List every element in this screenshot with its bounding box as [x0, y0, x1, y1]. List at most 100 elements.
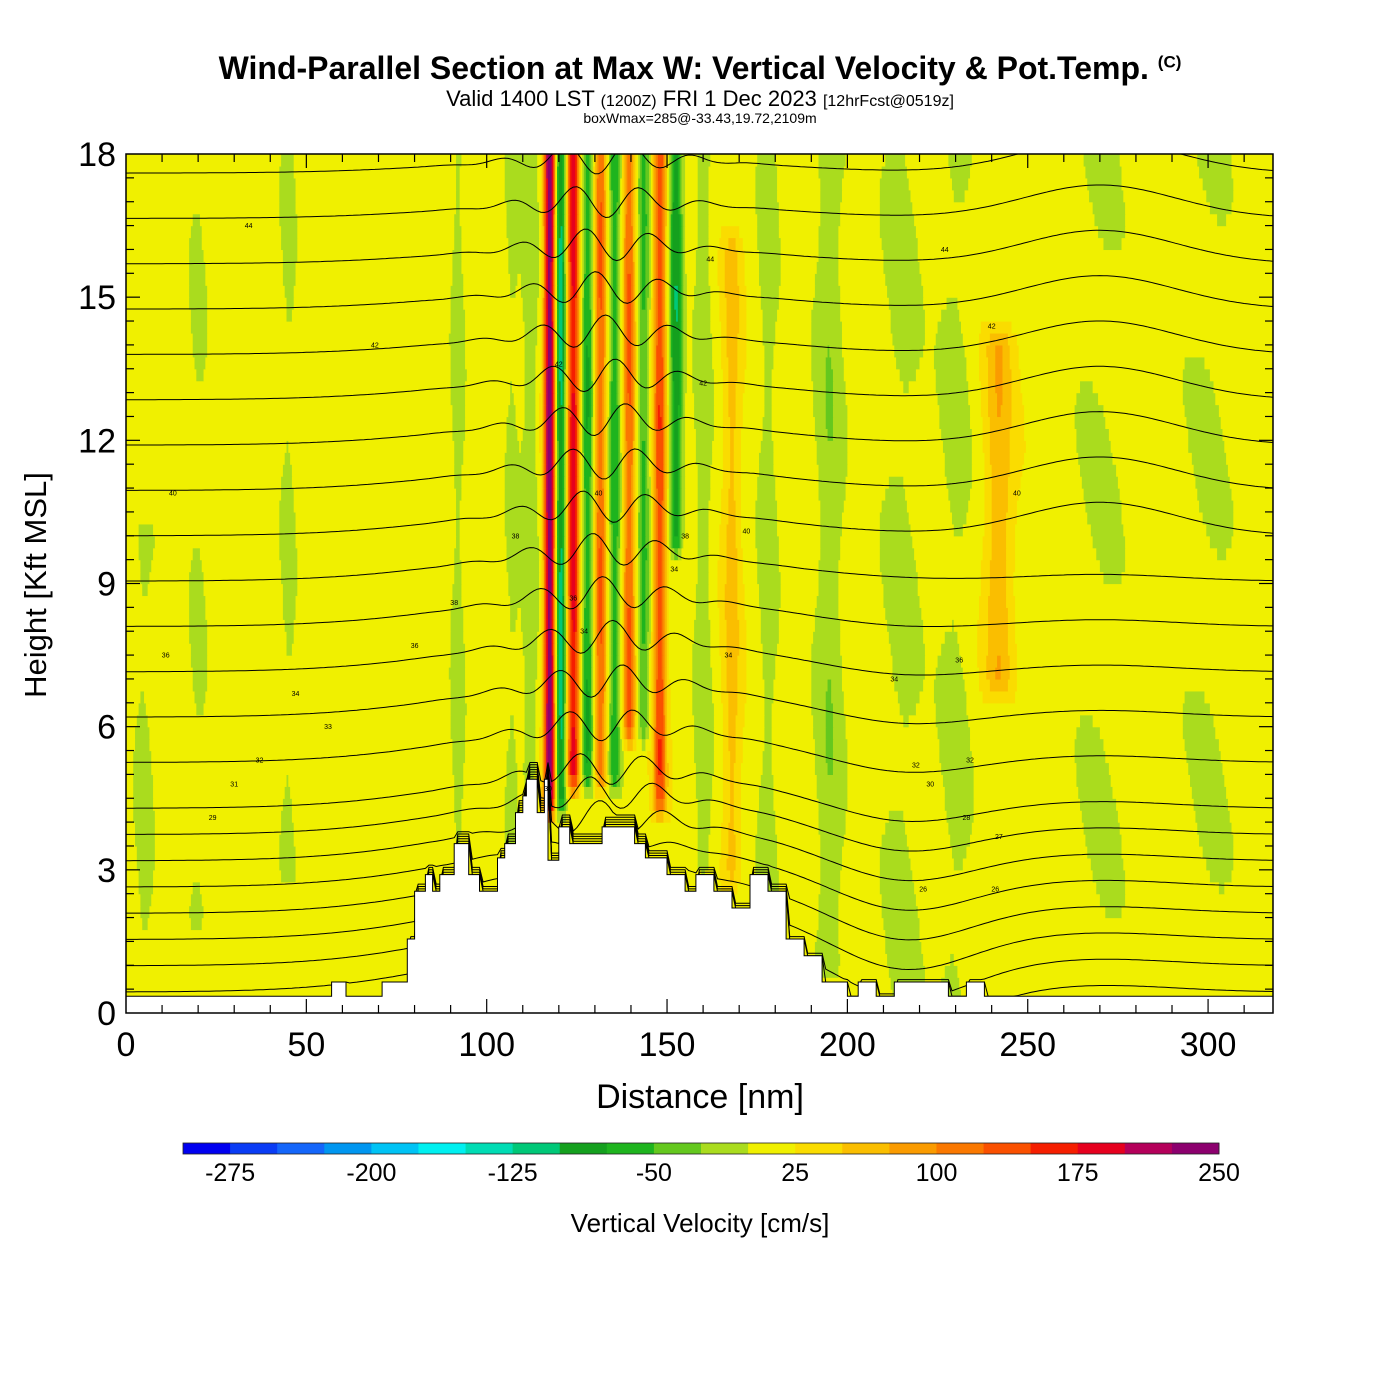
w-cell	[625, 428, 634, 441]
w-cell	[126, 678, 194, 692]
w-cell	[623, 488, 627, 501]
w-cell	[618, 678, 621, 692]
w-cell	[593, 559, 596, 573]
w-cell	[546, 416, 549, 429]
w-cell	[616, 547, 619, 561]
w-cell	[764, 368, 773, 382]
w-cell	[580, 177, 583, 191]
w-cell	[997, 655, 1002, 668]
w-cell	[147, 583, 190, 597]
w-cell	[566, 440, 569, 453]
w-cell	[611, 392, 618, 406]
w-cell	[652, 678, 656, 692]
w-cell	[546, 678, 549, 692]
w-cell	[580, 309, 583, 322]
w-cell	[663, 762, 666, 775]
w-cell	[593, 547, 596, 561]
w-cell	[546, 643, 549, 656]
w-cell	[454, 810, 463, 823]
w-cell	[712, 332, 722, 346]
w-cell	[593, 440, 596, 453]
w-cell	[986, 344, 996, 358]
w-cell	[652, 535, 656, 549]
w-cell	[639, 225, 643, 239]
w-cell	[661, 237, 665, 251]
w-cell	[618, 440, 621, 453]
w-cell	[544, 499, 547, 513]
w-cell	[638, 499, 641, 513]
w-cell	[739, 631, 747, 644]
w-cell	[571, 261, 576, 274]
w-cell	[569, 464, 573, 477]
w-cell	[641, 273, 646, 286]
w-cell	[575, 249, 578, 262]
w-cell	[562, 321, 565, 334]
w-cell	[542, 619, 545, 632]
w-cell	[656, 595, 659, 608]
w-cell	[740, 523, 757, 537]
w-cell	[665, 762, 670, 775]
w-cell	[575, 786, 580, 799]
w-cell	[575, 619, 578, 632]
w-cell	[553, 547, 556, 561]
w-cell	[670, 344, 674, 358]
w-cell	[632, 285, 636, 298]
w-cell	[697, 189, 710, 203]
w-cell	[611, 547, 614, 561]
w-cell	[1123, 523, 1207, 537]
w-cell	[847, 416, 940, 429]
w-cell	[630, 726, 634, 740]
w-cell	[585, 356, 591, 370]
w-cell	[582, 702, 585, 716]
w-cell	[919, 917, 1273, 931]
w-cell	[668, 321, 672, 334]
w-cell	[571, 786, 576, 799]
w-cell	[126, 738, 136, 752]
w-cell	[630, 464, 634, 477]
w-cell	[632, 249, 636, 262]
w-cell	[602, 440, 605, 453]
w-cell	[603, 201, 607, 215]
w-cell	[555, 667, 558, 680]
w-cell	[620, 273, 623, 286]
w-cell	[591, 583, 594, 597]
w-cell	[665, 547, 668, 561]
w-cell	[594, 726, 598, 740]
w-cell	[620, 643, 623, 656]
w-cell	[621, 690, 625, 704]
w-cell	[892, 667, 926, 680]
w-cell	[656, 488, 659, 501]
w-cell	[679, 177, 683, 191]
w-cell	[612, 595, 618, 608]
w-cell	[537, 643, 542, 656]
w-cell	[679, 189, 683, 203]
w-cell	[585, 213, 591, 227]
w-cell	[773, 774, 818, 787]
w-cell	[838, 905, 883, 919]
w-cell	[593, 523, 596, 537]
w-cell	[726, 571, 738, 585]
w-cell	[555, 535, 558, 549]
w-cell	[728, 404, 737, 418]
w-cell	[591, 607, 594, 620]
w-cell	[551, 571, 555, 585]
w-cell	[542, 750, 545, 764]
w-cell	[555, 750, 558, 764]
w-cell	[1182, 368, 1211, 382]
w-cell	[126, 297, 190, 310]
w-cell	[636, 464, 639, 477]
w-cell	[593, 189, 596, 203]
w-cell	[667, 285, 670, 298]
w-cell	[571, 655, 576, 668]
w-cell	[569, 428, 573, 441]
w-cell	[450, 726, 466, 740]
w-cell	[708, 249, 719, 262]
w-cell	[627, 368, 632, 382]
w-cell	[607, 309, 610, 322]
w-cell	[694, 392, 715, 406]
w-cell	[645, 583, 650, 597]
w-cell	[692, 690, 713, 704]
w-cell	[995, 344, 1004, 358]
w-cell	[564, 225, 567, 239]
w-cell	[726, 643, 740, 656]
